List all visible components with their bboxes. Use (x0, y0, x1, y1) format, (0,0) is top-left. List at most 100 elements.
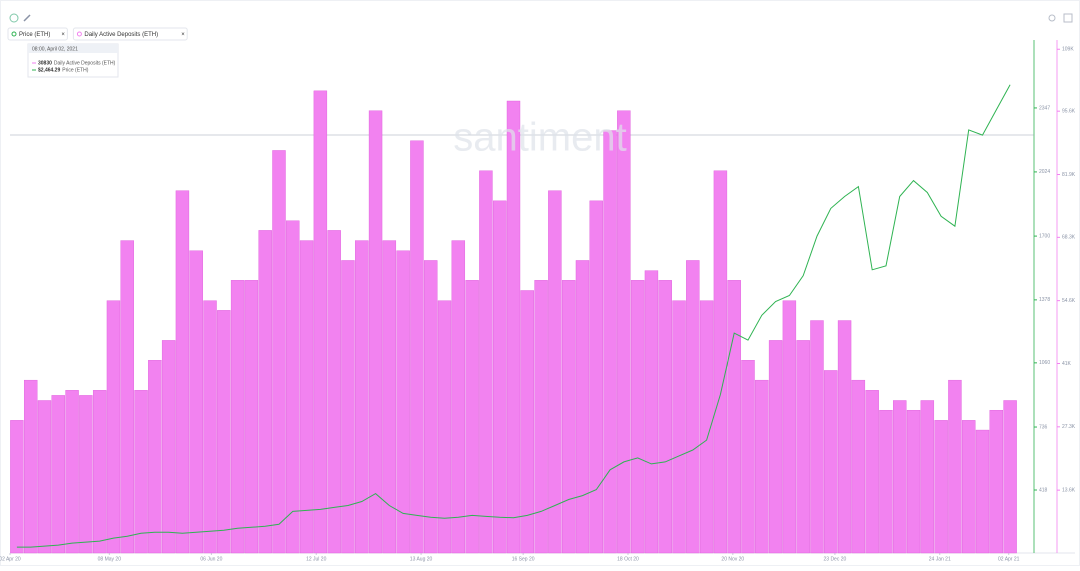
bar (989, 409, 1004, 554)
x-tick-label: 12 Jul 20 (306, 556, 327, 562)
bar (741, 360, 755, 554)
y2-tick-label: 1700 (1039, 233, 1050, 239)
y-tick-label: 54.6K (1062, 298, 1076, 304)
bar (230, 280, 245, 554)
bar (134, 390, 148, 554)
bar (23, 379, 38, 554)
plot: 02 Apr 20 08 May 20 06 Jun 20 12 Jul 20 13 A… (0, 40, 1076, 562)
bar (948, 379, 962, 554)
bar (327, 230, 341, 554)
bar (396, 250, 410, 554)
bar (658, 280, 672, 554)
bar (451, 240, 466, 554)
y2-tick-label: 1060 (1039, 360, 1050, 366)
bar (493, 200, 507, 554)
y2-tick-label: 418 (1039, 487, 1048, 493)
bar (148, 360, 162, 554)
tooltip-date: 08:00, April 02, 2021 (32, 46, 78, 52)
bar (727, 280, 741, 554)
bar (506, 100, 521, 554)
bar (161, 340, 176, 554)
x-tick-label: 20 Nov 20 (721, 556, 744, 562)
bar (534, 280, 548, 554)
bar (630, 280, 645, 554)
bar (272, 150, 286, 554)
y-tick-label: 68.3K (1062, 235, 1076, 241)
y-tick-label: 27.3K (1062, 424, 1076, 430)
bar (548, 190, 562, 554)
bar (217, 310, 231, 554)
bar (203, 300, 217, 554)
bar (686, 260, 700, 554)
bar (617, 110, 631, 554)
legend-swatch (11, 31, 17, 37)
bar (934, 420, 948, 554)
bar (810, 320, 824, 554)
bar (10, 420, 24, 554)
bar (520, 290, 534, 554)
y-tick-label: 81.9K (1062, 172, 1076, 178)
bar (382, 240, 397, 554)
bar (796, 340, 810, 554)
bar (644, 270, 659, 554)
x-tick-label: 02 Apr 20 (0, 556, 21, 562)
bar (713, 170, 728, 554)
bar (465, 280, 479, 554)
x-tick-label: 06 Jun 20 (200, 556, 222, 562)
bar (437, 300, 452, 554)
bar (589, 200, 603, 554)
x-tick-label: 13 Aug 20 (410, 556, 433, 562)
bar (699, 300, 714, 554)
y2-tick-label: 2347 (1039, 105, 1050, 111)
bar (782, 300, 797, 554)
price-line (16, 84, 1011, 548)
y-tick-label: 109K (1062, 47, 1074, 53)
bar (313, 90, 328, 554)
tooltip-header (28, 44, 118, 53)
bar (299, 240, 314, 554)
bar (879, 409, 893, 554)
bar (355, 240, 369, 554)
bar (575, 260, 590, 554)
bar (865, 390, 879, 554)
bar (768, 340, 783, 554)
bar (672, 300, 686, 554)
draw-icon[interactable] (23, 14, 31, 22)
x-tick-label: 24 Jan 21 (929, 556, 951, 562)
y2-tick-label: 1378 (1039, 297, 1050, 303)
legend-close: × (61, 32, 65, 38)
bar (824, 370, 838, 554)
bar (920, 400, 935, 554)
legend-chip[interactable] (72, 27, 188, 41)
bar (755, 379, 769, 554)
bar (1003, 400, 1017, 554)
bar (424, 260, 438, 554)
bar (906, 409, 921, 554)
legend-swatch (76, 31, 82, 37)
app-icon[interactable] (9, 13, 19, 23)
bar (975, 429, 990, 554)
fullscreen-icon[interactable] (1063, 13, 1073, 23)
bar (189, 250, 203, 554)
bar (341, 260, 355, 554)
bar (286, 220, 300, 554)
y-tick-label: 95.6K (1062, 109, 1076, 115)
bar (106, 300, 121, 554)
settings-icon[interactable] (1048, 14, 1056, 22)
bar (851, 379, 866, 554)
bar (120, 240, 134, 554)
legend-label: Price (ETH) (19, 32, 50, 38)
y2-tick-label: 736 (1039, 424, 1048, 430)
tooltip-label: Daily Active Deposits (ETH) (54, 60, 116, 66)
legend-chip[interactable] (7, 27, 68, 41)
y-tick-label: 41K (1062, 361, 1072, 367)
watermark: santiment (453, 116, 626, 160)
tooltip-value: 30830 (38, 60, 52, 66)
x-tick-label: 02 Apr 21 (998, 556, 1020, 562)
bar (410, 140, 424, 554)
bar (258, 230, 272, 554)
bar (893, 400, 907, 554)
legend-close: × (181, 32, 185, 38)
bar (603, 130, 617, 554)
